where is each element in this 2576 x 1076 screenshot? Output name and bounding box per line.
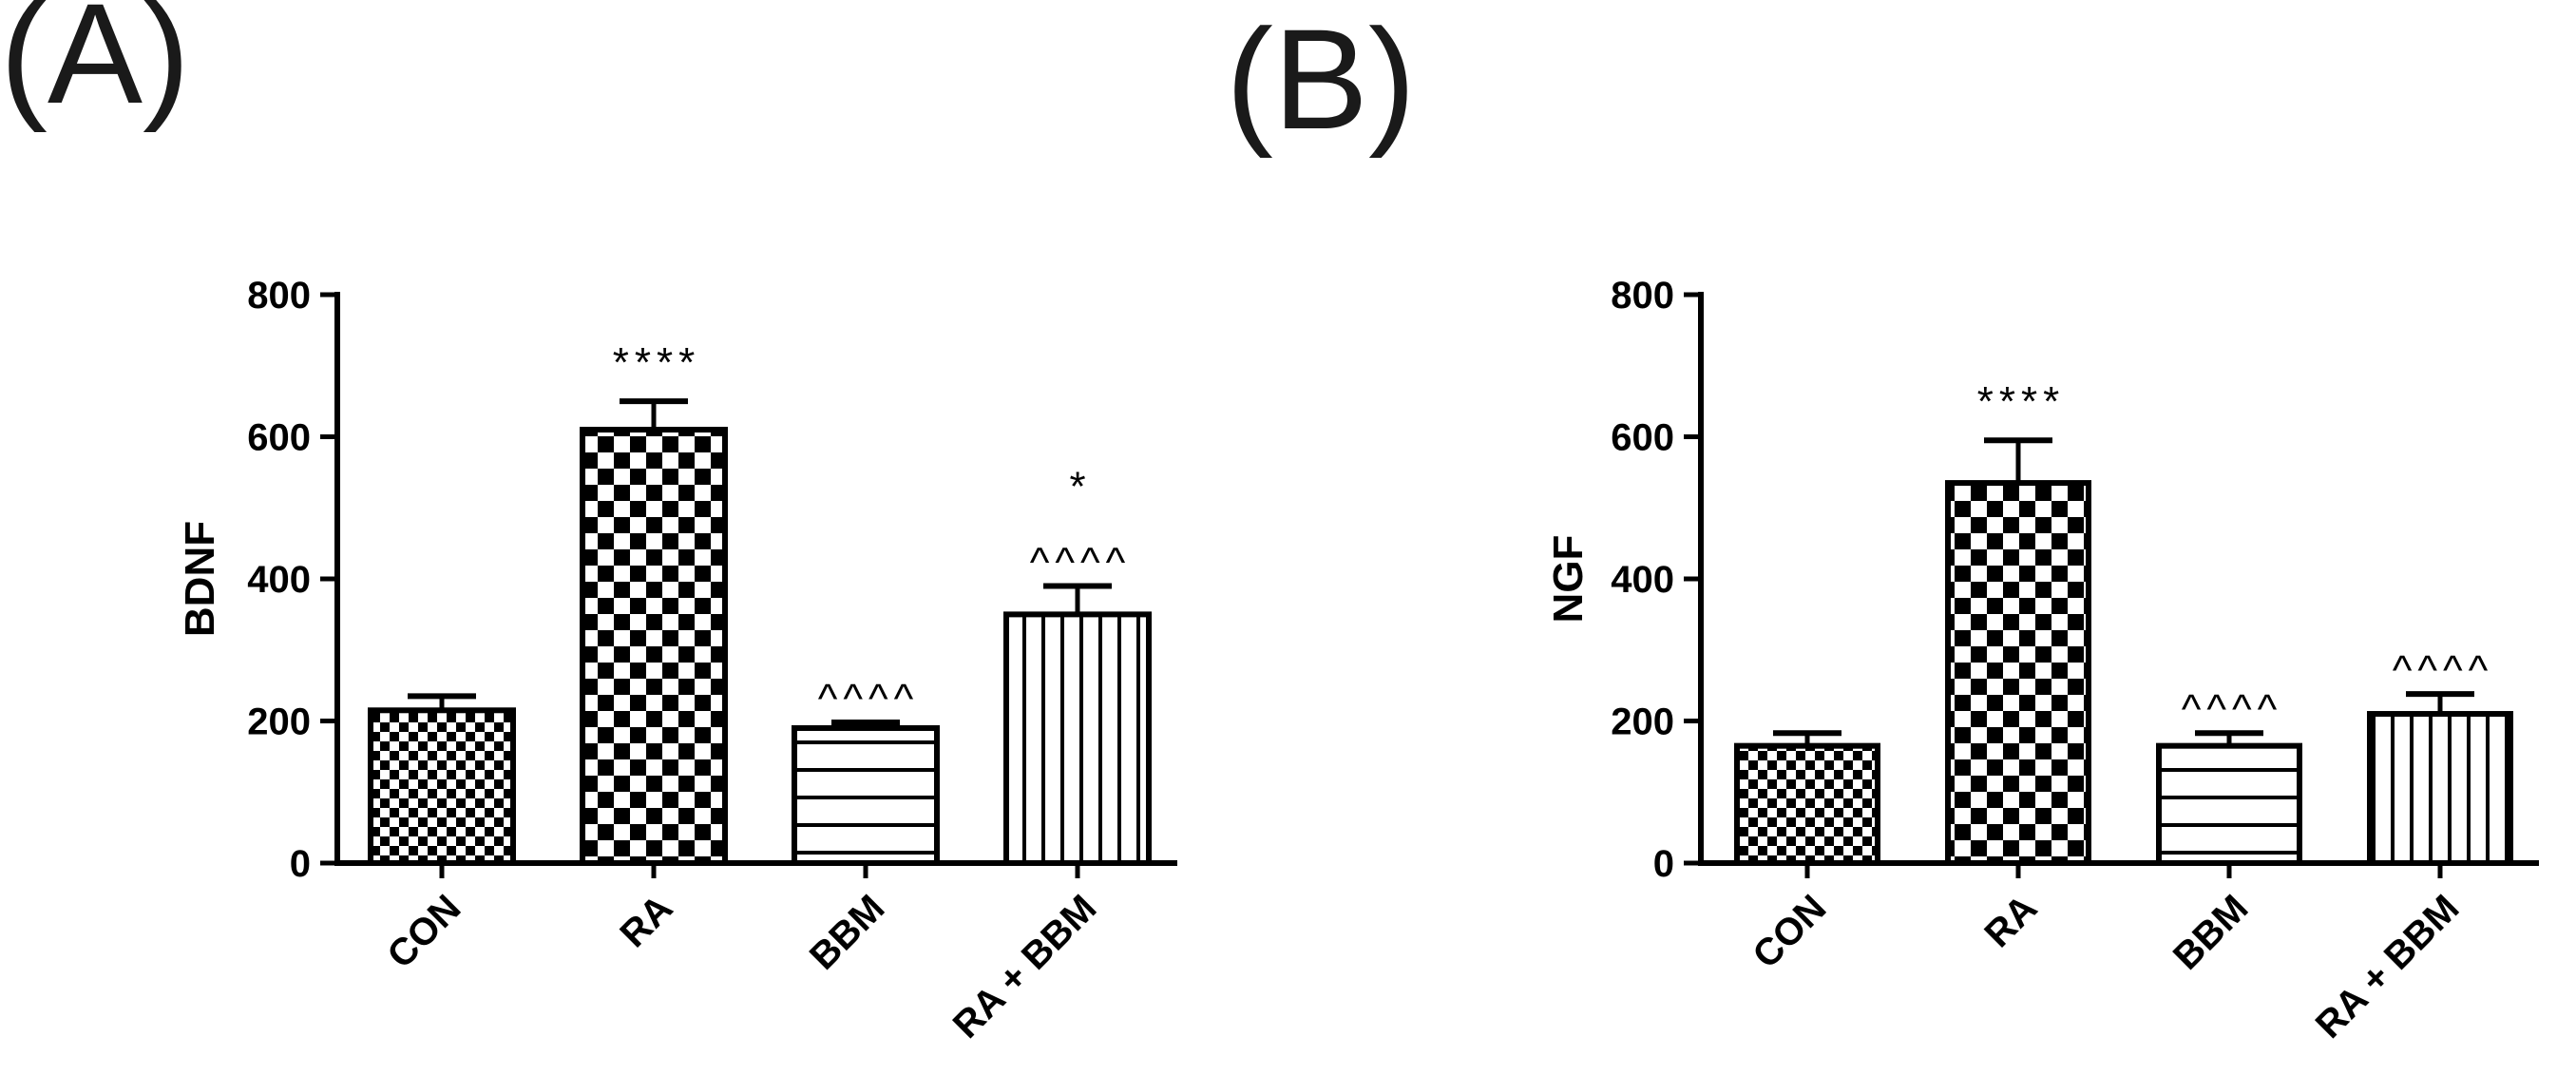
x-tick-label: BBM bbox=[2166, 887, 2257, 978]
bar-con bbox=[1734, 742, 1880, 866]
x-tick-label: RA bbox=[612, 887, 680, 955]
x-tick-label: CON bbox=[379, 887, 468, 976]
y-tick-label: 800 bbox=[1611, 275, 1674, 317]
bar-con bbox=[368, 707, 516, 866]
x-tick-label: RA + BBM bbox=[945, 887, 1105, 1047]
bar-ra-bbm bbox=[2367, 711, 2513, 867]
bar-bbm bbox=[2156, 742, 2302, 866]
bar-ra-bbm bbox=[1003, 611, 1152, 866]
bar-ra bbox=[580, 427, 728, 866]
y-tick-label: 800 bbox=[247, 275, 311, 317]
y-tick-label: 0 bbox=[1653, 843, 1674, 885]
panel-label: (B) bbox=[1226, 0, 1416, 159]
bar-bbm bbox=[792, 724, 940, 866]
chart-panel-b: (B) 0 200 400 600 800 NGF CON RA **** BBM ^^^^ RA + … bbox=[1226, 0, 2539, 1047]
y-tick-label: 400 bbox=[247, 559, 311, 601]
x-tick-label: BBM bbox=[802, 887, 893, 978]
y-tick-label: 400 bbox=[1611, 559, 1674, 601]
y-tick-label: 600 bbox=[247, 417, 311, 459]
significance-label: ^^^^ bbox=[2182, 686, 2283, 733]
y-tick-label: 0 bbox=[290, 843, 311, 885]
significance-label: * bbox=[1069, 463, 1091, 509]
y-tick-label: 200 bbox=[247, 701, 311, 743]
x-tick-label: CON bbox=[1745, 887, 1834, 976]
chart-panel-a: (A) 0 200 400 600 800 BDNF CON RA **** BBM ^^^^ RA +… bbox=[0, 0, 1177, 1047]
significance-label: ^^^^ bbox=[1030, 539, 1132, 586]
x-tick-label: RA bbox=[1976, 887, 2045, 955]
y-tick-label: 600 bbox=[1611, 417, 1674, 459]
significance-label: **** bbox=[613, 339, 701, 386]
y-tick-label: 200 bbox=[1611, 701, 1674, 743]
y-axis-title: NGF bbox=[1545, 535, 1592, 624]
significance-label: ^^^^ bbox=[818, 676, 920, 722]
y-axis-title: BDNF bbox=[177, 521, 223, 637]
x-tick-label: RA + BBM bbox=[2308, 887, 2468, 1047]
significance-label: **** bbox=[1977, 378, 2066, 425]
panel-label: (A) bbox=[0, 0, 190, 133]
bar-ra bbox=[1945, 480, 2091, 866]
significance-label: ^^^^ bbox=[2393, 647, 2494, 694]
